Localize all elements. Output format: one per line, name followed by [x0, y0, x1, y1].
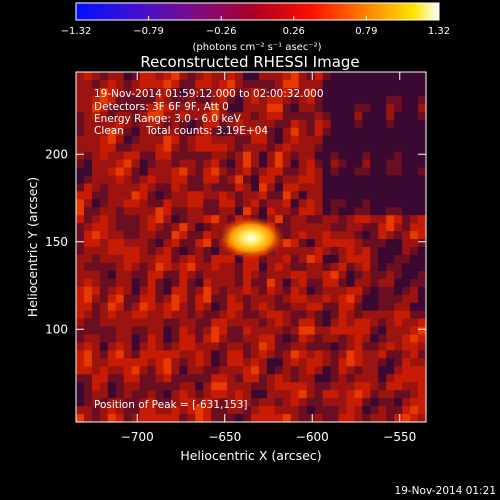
colorbar-tick-label: −0.26	[206, 26, 237, 37]
annotation-method: Clean	[94, 125, 124, 137]
y-tick-label: 150	[45, 235, 68, 249]
x-tick-label: −600	[296, 430, 329, 444]
footer-timestamp: 19-Nov-2014 01:21	[395, 485, 496, 497]
x-tick-label: −700	[121, 430, 154, 444]
y-axis-label: Heliocentric Y (arcsec)	[25, 177, 40, 317]
colorbar-tick-label: −0.79	[133, 26, 164, 37]
x-tick-label: −650	[208, 430, 241, 444]
colorbar-ticks: −1.32 −0.79 −0.26 0.26 0.79 1.32	[61, 16, 450, 37]
colorbar	[75, 2, 440, 21]
x-tick-label: −550	[383, 430, 416, 444]
heatmap-image	[76, 72, 426, 422]
colorbar-units: (photons cm⁻² s⁻¹ asec⁻²)	[192, 42, 321, 53]
annotation-energy-range: Energy Range: 3.0 - 6.0 keV	[94, 113, 242, 125]
y-tick-label: 200	[45, 147, 68, 161]
axis-ticks: −700 −650 −600 −550 100 150 200	[45, 72, 426, 444]
plot-frame	[75, 71, 427, 423]
annotation-detectors: Detectors: 3F 6F 9F, Att 0	[94, 101, 229, 113]
y-tick-label: 100	[45, 322, 68, 336]
chart-title: Reconstructed RHESSI Image	[140, 53, 359, 71]
colorbar-tick-label: 1.32	[428, 26, 450, 37]
annotation-total-counts: Total counts: 3.19E+04	[145, 125, 268, 137]
colorbar-tick-label: −1.32	[61, 26, 92, 37]
annotation-peak-position: Position of Peak = [-631,153]	[94, 399, 248, 411]
colorbar-tick-label: 0.79	[355, 26, 377, 37]
annotation-time-range: 19-Nov-2014 01:59:12.000 to 02:00:32.000	[94, 88, 324, 100]
x-axis-label: Heliocentric X (arcsec)	[180, 448, 321, 463]
colorbar-tick-label: 0.26	[283, 26, 305, 37]
